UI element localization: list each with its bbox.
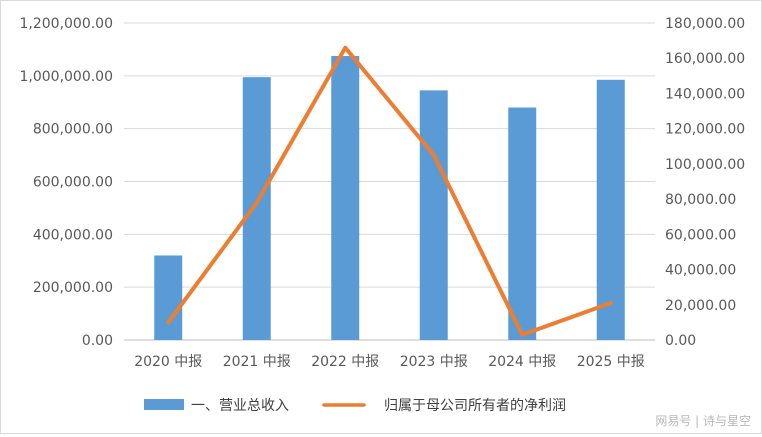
right-axis-tick-label: 100,000.00 [665, 157, 745, 173]
revenue-bar [154, 255, 182, 340]
legend: 一、营业总收入 归属于母公司所有者的净利润 [144, 397, 566, 414]
right-axis-tick-label: 180,000.00 [665, 16, 745, 32]
right-axis-tick-label: 140,000.00 [665, 86, 745, 102]
gridlines [124, 23, 655, 340]
right-y-axis: 0.00 20,000.00 40,000.00 60,000.00 80,000.00… [665, 16, 745, 349]
revenue-bar [508, 108, 536, 340]
left-y-axis: 0.00 200,000.00 400,000.00 600,000.00 800,00… [19, 16, 113, 349]
watermark: 网易号 | 诗与星空 [655, 414, 751, 428]
left-axis-tick-label: 800,000.00 [33, 122, 113, 138]
left-axis-tick-label: 400,000.00 [33, 227, 113, 243]
x-axis: 2020 中报 2021 中报 2022 中报 2023 中报 2024 中报 2025 … [134, 354, 645, 370]
left-axis-tick-label: 600,000.00 [33, 175, 113, 191]
left-axis-tick-label: 1,200,000.00 [19, 16, 113, 32]
revenue-bar [597, 80, 625, 340]
x-axis-tick-label: 2020 中报 [134, 354, 202, 370]
x-axis-tick-label: 2021 中报 [223, 354, 291, 370]
revenue-bar [331, 56, 359, 340]
right-axis-tick-label: 0.00 [665, 333, 696, 349]
legend-line-label: 归属于母公司所有者的净利润 [384, 397, 566, 414]
right-axis-tick-label: 160,000.00 [665, 51, 745, 67]
line-series [168, 48, 611, 335]
left-axis-tick-label: 1,000,000.00 [19, 69, 113, 85]
net-profit-line [168, 48, 611, 335]
x-axis-tick-label: 2025 中报 [577, 354, 645, 370]
x-axis-tick-label: 2023 中报 [400, 354, 468, 370]
legend-bar-swatch [144, 399, 184, 410]
right-axis-tick-label: 80,000.00 [665, 192, 736, 208]
right-axis-tick-label: 20,000.00 [665, 298, 736, 314]
x-axis-tick-label: 2022 中报 [311, 354, 379, 370]
left-axis-tick-label: 200,000.00 [33, 280, 113, 296]
revenue-bar [243, 77, 271, 340]
x-axis-tick-label: 2024 中报 [488, 354, 556, 370]
revenue-bar [420, 90, 448, 340]
left-axis-tick-label: 0.00 [82, 333, 113, 349]
right-axis-tick-label: 60,000.00 [665, 227, 736, 243]
right-axis-tick-label: 120,000.00 [665, 122, 745, 138]
legend-bar-label: 一、营业总收入 [191, 398, 289, 414]
right-axis-tick-label: 40,000.00 [665, 263, 736, 279]
